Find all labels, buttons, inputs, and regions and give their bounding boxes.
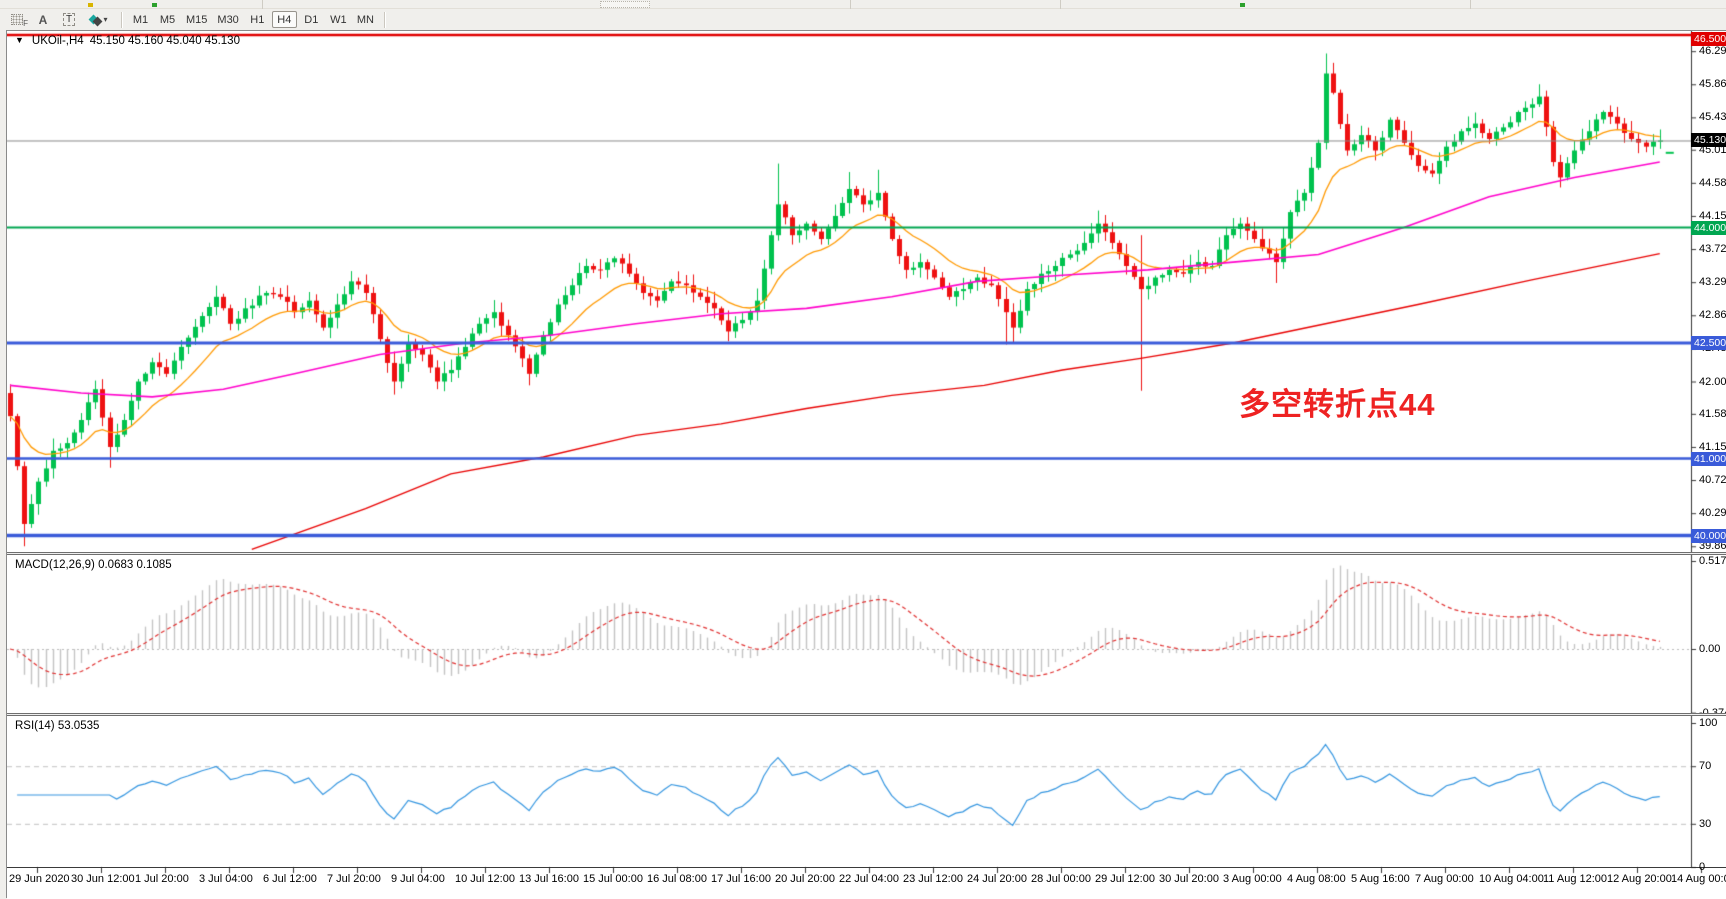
partial-icon-fragment <box>152 3 157 7</box>
price-level-badge: 42.500 <box>1691 336 1726 350</box>
time-axis-label: 17 Jul 16:00 <box>711 873 771 885</box>
toolbar-separator <box>121 11 122 28</box>
symbol-ohlc-line: ▼ UKOil-,H4 45.150 45.160 45.040 45.130 <box>15 35 240 47</box>
pane-splitter[interactable] <box>7 552 1726 555</box>
time-axis-label: 3 Jul 04:00 <box>199 873 253 885</box>
letter-a-icon: A <box>38 12 48 27</box>
time-axis-label: 14 Aug 00:00 <box>1671 873 1726 885</box>
macd-axis-tick-label: 0.5176 <box>1699 555 1726 567</box>
ohlc-values: 45.150 45.160 45.040 45.130 <box>89 35 240 47</box>
timeframe-m15-button[interactable]: M15 <box>186 13 208 26</box>
chart-canvas[interactable] <box>7 31 1726 899</box>
letter-t-box-icon: T <box>62 13 76 26</box>
chart-toolbar: F A T ▾ M1 M5 M15 M30 H1 H4 D1 W1 MN <box>0 9 1726 30</box>
time-axis-label: 30 Jul 20:00 <box>1159 873 1219 885</box>
grid-f-icon: F <box>11 14 28 28</box>
price-axis-tick-label: 41.150 <box>1699 440 1726 453</box>
time-axis-label: 10 Jul 12:00 <box>455 873 515 885</box>
time-axis-label: 3 Aug 00:00 <box>1223 873 1282 885</box>
time-axis-label: 11 Aug 12:00 <box>1543 873 1608 885</box>
time-axis-label: 13 Jul 16:00 <box>519 873 579 885</box>
timeframe-h4-button[interactable]: H4 <box>271 11 297 28</box>
toolbar-separator <box>383 11 385 28</box>
chart-window: ▼ UKOil-,H4 45.150 45.160 45.040 45.130 … <box>6 30 1726 899</box>
timeframe-m30-button[interactable]: M30 <box>217 13 239 26</box>
time-axis-label: 4 Aug 08:00 <box>1287 873 1346 885</box>
price-axis-tick-label: 39.860 <box>1699 540 1726 553</box>
toolbar-separator <box>1060 0 1061 9</box>
time-axis-label: 6 Jul 12:00 <box>263 873 317 885</box>
timeframe-m5-button[interactable]: M5 <box>159 13 176 26</box>
time-axis-label: 15 Jul 00:00 <box>583 873 643 885</box>
toolbar-separator <box>850 0 851 9</box>
timeframe-mn-button[interactable]: MN <box>356 13 374 26</box>
timeframe-d1-button[interactable]: D1 <box>304 13 319 26</box>
partial-button-fragment <box>600 1 650 8</box>
text-label-button[interactable]: T <box>56 11 82 29</box>
toolbar-separator <box>1470 0 1471 9</box>
object-styles-button[interactable]: ▾ <box>82 11 116 29</box>
style-diamond-icon <box>93 16 103 27</box>
price-axis-tick-label: 45.430 <box>1699 111 1726 124</box>
crosshair-grid-button[interactable]: F <box>4 11 30 29</box>
time-axis-label: 29 Jun 2020 <box>9 873 70 885</box>
price-level-badge: 46.500 <box>1691 32 1726 46</box>
price-axis-tick-label: 44.580 <box>1699 176 1726 189</box>
time-axis-label: 5 Aug 16:00 <box>1351 873 1410 885</box>
pane-splitter[interactable] <box>7 713 1726 716</box>
rsi-axis-tick-label: 30 <box>1699 817 1712 830</box>
price-level-badge: 44.000 <box>1691 220 1726 235</box>
toolbar-separator <box>262 0 263 9</box>
timeframe-w1-button[interactable]: W1 <box>330 13 347 26</box>
price-level-badge: 40.000 <box>1691 528 1726 543</box>
price-axis-tick-label: 42.000 <box>1699 375 1726 388</box>
caret-down-icon: ▾ <box>103 15 108 24</box>
time-axis-label: 28 Jul 00:00 <box>1031 873 1091 885</box>
rsi-indicator-label: RSI(14) 53.0535 <box>15 720 100 732</box>
time-axis-label: 1 Jul 20:00 <box>135 873 189 885</box>
time-axis-label: 10 Aug 04:00 <box>1479 873 1544 885</box>
rsi-axis-tick-label: 100 <box>1699 717 1718 729</box>
toolbar-overflow-strip <box>0 0 1726 9</box>
price-axis-tick-label: 41.580 <box>1699 407 1726 420</box>
price-axis-tick-label: 40.290 <box>1699 507 1726 520</box>
time-axis-label: 20 Jul 20:00 <box>775 873 835 885</box>
symbol-name: UKOil-,H4 <box>31 35 84 47</box>
chart-annotation-text[interactable]: 多空转折点44 <box>1239 387 1436 422</box>
price-axis-tick-label: 44.150 <box>1699 209 1726 222</box>
timeframe-h1-button[interactable]: H1 <box>250 13 265 26</box>
time-axis-label: 12 Aug 20:00 <box>1607 873 1672 885</box>
time-axis-label: 7 Aug 00:00 <box>1415 873 1474 885</box>
time-axis-label: 23 Jul 12:00 <box>903 873 963 885</box>
macd-axis-tick-label: 0.00 <box>1699 643 1721 655</box>
price-axis-tick-label: 43.290 <box>1699 276 1726 289</box>
time-axis-label: 7 Jul 20:00 <box>327 873 381 885</box>
partial-icon-fragment <box>1240 3 1245 7</box>
price-axis-tick-label: 42.860 <box>1699 309 1726 322</box>
price-axis-tick-label: 40.720 <box>1699 474 1726 487</box>
price-axis-tick-label: 43.720 <box>1699 243 1726 256</box>
time-axis-label: 22 Jul 04:00 <box>839 873 899 885</box>
rsi-axis-tick-label: 70 <box>1699 760 1712 773</box>
price-level-badge: 45.130 <box>1691 133 1726 148</box>
macd-indicator-label: MACD(12,26,9) 0.0683 0.1085 <box>15 559 172 571</box>
partial-icon-fragment <box>88 3 93 7</box>
time-axis-label: 30 Jun 12:00 <box>71 873 135 885</box>
rsi-axis-tick-label: 0 <box>1699 861 1706 873</box>
time-axis-label: 16 Jul 08:00 <box>647 873 707 885</box>
text-a-button[interactable]: A <box>30 11 56 29</box>
time-axis-label: 9 Jul 04:00 <box>391 873 445 885</box>
chart-dropdown-icon[interactable]: ▼ <box>15 35 24 45</box>
time-axis-label: 29 Jul 12:00 <box>1095 873 1155 885</box>
timeframe-m1-button[interactable]: M1 <box>132 13 149 26</box>
time-axis-label: 24 Jul 20:00 <box>967 873 1027 885</box>
price-level-badge: 41.000 <box>1691 451 1726 466</box>
price-axis-tick-label: 46.290 <box>1699 45 1726 58</box>
price-axis-tick-label: 45.860 <box>1699 78 1726 91</box>
